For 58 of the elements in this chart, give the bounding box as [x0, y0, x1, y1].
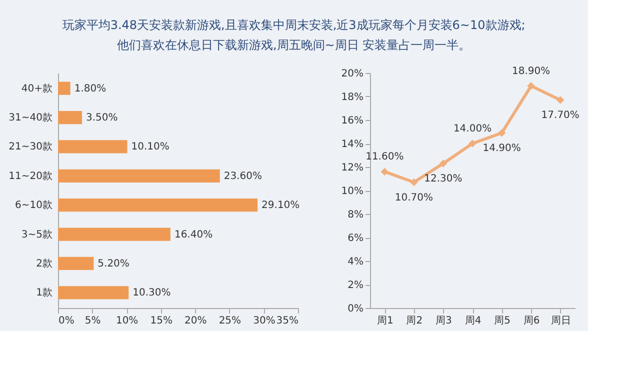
data-label: 16.40%	[174, 229, 213, 240]
data-label: 17.70%	[541, 110, 580, 122]
x-tick-label: 周4	[464, 316, 482, 326]
y-tick-label: 12%	[341, 162, 364, 174]
y-tick-label: 11~20款	[8, 170, 52, 182]
point	[498, 129, 506, 137]
y-tick-label: 6%	[348, 233, 364, 244]
chart-title: 玩家平均3.48天安装款新游戏,且喜欢集中周末安装,近3成玩家每个月安装6~10款游戏;	[62, 18, 526, 32]
x-tick-label: 10%	[116, 316, 138, 326]
y-tick-label: 2%	[348, 280, 364, 291]
data-label: 5.20%	[98, 258, 130, 270]
y-tick-label: 0%	[348, 304, 364, 314]
y-tick-label: 16%	[341, 116, 364, 126]
data-label: 29.10%	[262, 200, 300, 212]
y-tick-label: 8%	[348, 210, 364, 220]
x-tick-label: 周日	[550, 316, 571, 326]
x-tick-label: 0%	[58, 316, 74, 326]
x-tick-label: 5%	[84, 316, 101, 326]
data-label: 14.90%	[482, 142, 521, 154]
x-tick-label: 15%	[150, 316, 172, 326]
data-label: 14.00%	[453, 124, 492, 134]
y-tick-label: 3~5款	[21, 229, 52, 240]
point	[556, 96, 564, 104]
y-tick-label: 10%	[341, 186, 364, 197]
y-tick-label: 6~10款	[15, 200, 52, 212]
data-label: 10.10%	[131, 142, 170, 153]
x-tick-label: 20%	[184, 316, 207, 326]
x-tick-label: 周3	[436, 316, 452, 326]
y-tick-label: 40+款	[21, 83, 52, 94]
x-tick-label: 周5	[494, 316, 510, 326]
y-tick-label: 1款	[36, 288, 52, 299]
y-tick-label: 31~40款	[8, 112, 52, 124]
x-tick-label: 35%	[276, 316, 298, 326]
x-tick-label: 25%	[218, 316, 242, 326]
point	[527, 82, 535, 90]
data-label: 10.70%	[394, 192, 433, 204]
x-tick-label: 周2	[406, 316, 423, 326]
point	[439, 160, 448, 168]
x-tick-label: 周1	[376, 316, 394, 326]
y-tick-label: 18%	[341, 92, 364, 103]
y-tick-label: 4%	[348, 256, 364, 268]
data-label: 10.30%	[132, 288, 171, 299]
x-tick-label: 30%	[253, 316, 276, 326]
point	[380, 168, 389, 176]
data-label: 11.60%	[366, 152, 404, 163]
chart-subtitle: 他们喜欢在休息日下载新游戏,周五晚间~周日 安装量占一周一半。	[116, 38, 471, 52]
data-label: 12.30%	[424, 173, 462, 184]
y-tick-label: 2款	[36, 258, 52, 270]
point	[468, 140, 476, 148]
y-tick-label: 21~30款	[8, 142, 52, 153]
data-label: 3.50%	[86, 112, 118, 124]
x-tick-label: 周6	[523, 316, 540, 326]
data-label: 23.60%	[224, 170, 262, 182]
point	[410, 178, 418, 186]
y-tick-label: 20%	[341, 68, 364, 80]
data-label: 1.80%	[74, 83, 106, 94]
y-tick-label: 14%	[341, 139, 364, 150]
data-label: 18.90%	[512, 66, 550, 77]
